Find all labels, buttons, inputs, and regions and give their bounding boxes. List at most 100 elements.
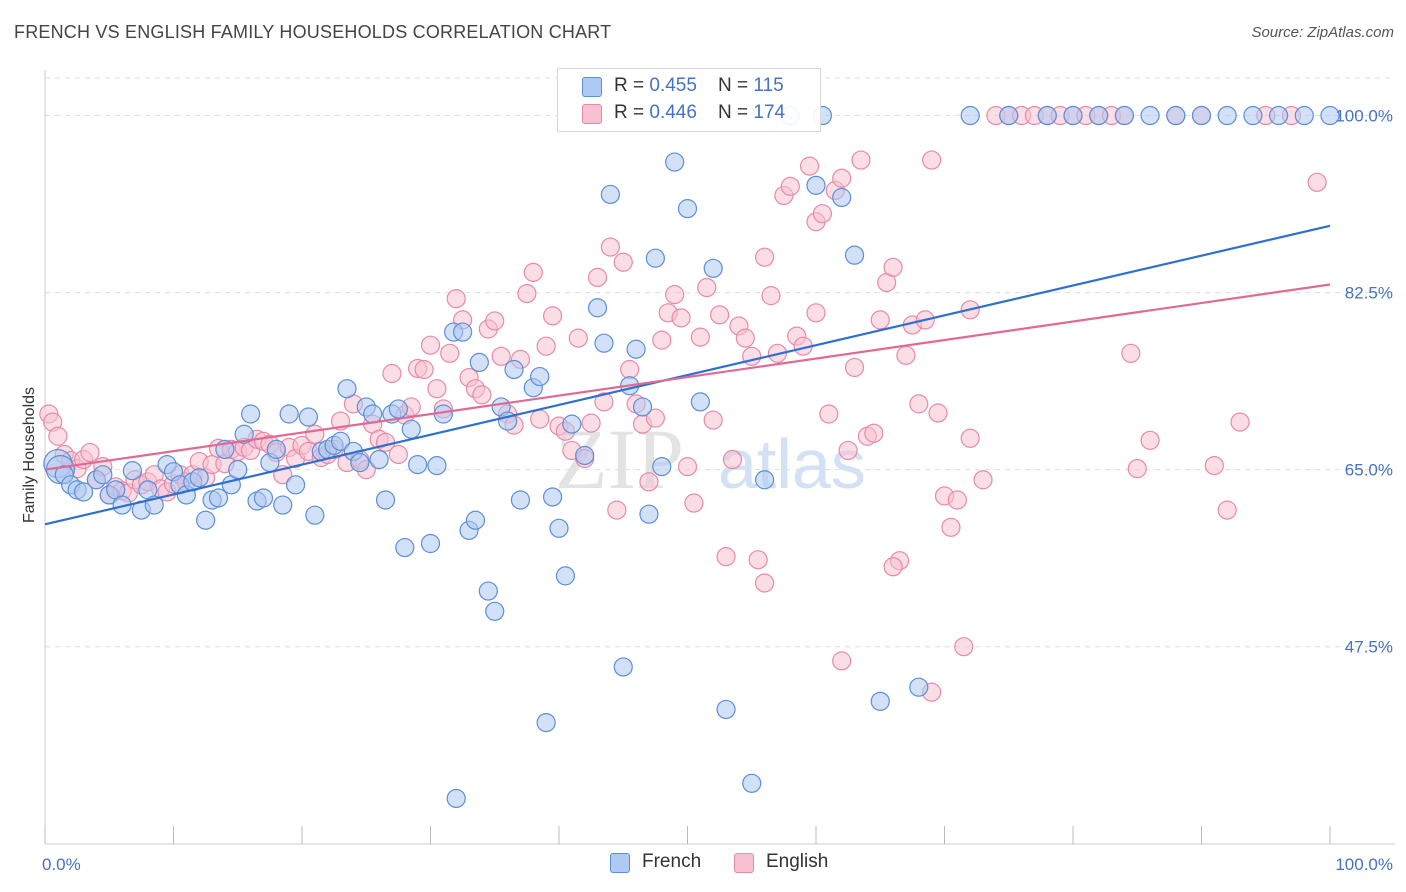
english-point — [600, 237, 621, 257]
english-point — [414, 359, 434, 380]
r-label: R = — [614, 75, 650, 96]
english-point — [645, 408, 665, 428]
y-tick-label: 65.0% — [1345, 461, 1393, 480]
english-point — [517, 284, 537, 304]
english-point — [1121, 343, 1141, 363]
french-point — [285, 475, 306, 495]
english-point — [870, 310, 890, 330]
french-point — [1089, 105, 1109, 126]
english-point — [832, 168, 852, 188]
english-point — [754, 573, 775, 593]
english-point — [536, 336, 556, 356]
english-point — [620, 359, 640, 380]
french-point — [639, 504, 659, 524]
english-swatch — [582, 104, 602, 124]
english-point — [812, 204, 833, 224]
french-point — [305, 505, 325, 525]
english-point — [819, 404, 839, 424]
french-point — [189, 468, 209, 488]
french-point — [279, 404, 299, 424]
french-point — [960, 105, 980, 126]
french-point — [703, 258, 723, 278]
french-point — [337, 379, 357, 399]
english-point — [446, 289, 466, 309]
english-point — [928, 403, 948, 423]
english-point — [960, 428, 980, 448]
english-point — [844, 357, 865, 378]
english-point — [735, 328, 755, 348]
french-point — [1268, 105, 1289, 126]
french-point — [93, 465, 113, 485]
french-point — [844, 245, 865, 265]
n-value: 115 — [753, 75, 784, 96]
french-point — [196, 510, 216, 530]
r-value: 0.455 — [649, 75, 697, 96]
french-point — [504, 359, 524, 380]
english-point — [587, 267, 608, 288]
french-point — [832, 187, 852, 208]
french-point — [677, 199, 698, 219]
french-point — [469, 352, 489, 372]
english-point — [568, 328, 588, 348]
french-point — [632, 397, 653, 417]
r-value: 0.446 — [649, 102, 697, 123]
french-point — [542, 487, 563, 507]
english-point — [799, 156, 820, 176]
english-point — [542, 306, 563, 326]
french-point — [1243, 105, 1263, 126]
english-point — [954, 637, 974, 657]
english-point — [1204, 456, 1224, 476]
english-point — [947, 490, 967, 510]
english-point — [639, 472, 659, 492]
french-point — [999, 105, 1019, 126]
n-value: 174 — [753, 102, 786, 123]
legend-french-stats: R = 0.455 N = 115 — [614, 75, 784, 97]
english-point — [896, 345, 916, 365]
french-point — [909, 677, 929, 697]
english-point — [388, 444, 408, 465]
french-point — [253, 488, 274, 508]
french-point — [645, 248, 665, 268]
french-point — [427, 456, 447, 476]
chart-source: Source: ZipAtlas.com — [1251, 24, 1394, 41]
french-point — [626, 339, 646, 359]
english-point — [716, 547, 736, 567]
french-point — [122, 461, 142, 481]
english-point — [652, 330, 672, 350]
french-point — [1294, 105, 1314, 126]
french-point — [575, 445, 595, 466]
english-points — [39, 105, 1327, 702]
french-point — [1320, 105, 1340, 126]
french-point — [401, 419, 421, 439]
english-point — [665, 285, 685, 305]
french-point — [1037, 105, 1057, 126]
french-point — [555, 566, 576, 586]
french-swatch — [610, 853, 630, 873]
n-label: N = — [718, 102, 754, 123]
french-point — [716, 699, 736, 720]
english-point — [420, 335, 441, 355]
french-point — [600, 184, 621, 205]
trend-lines — [44, 224, 1331, 526]
r-label: R = — [614, 102, 650, 123]
french-point — [234, 424, 254, 444]
english-point — [748, 550, 768, 570]
french-point — [420, 533, 441, 554]
french-point — [587, 298, 608, 318]
english-point — [607, 500, 627, 520]
english-point — [523, 262, 543, 282]
english-point — [883, 257, 903, 277]
french-point — [350, 452, 370, 473]
french-point — [208, 488, 229, 508]
french-point — [375, 490, 396, 510]
y-axis-label: Family Households — [21, 387, 38, 523]
english-swatch — [734, 853, 754, 873]
english-point — [48, 426, 68, 446]
english-point — [710, 305, 730, 325]
bottom-legend-english-label: English — [766, 851, 829, 872]
french-point — [266, 439, 286, 460]
french-point — [530, 366, 550, 387]
french-point — [754, 470, 775, 490]
english-point — [832, 651, 852, 671]
english-point — [440, 343, 460, 363]
